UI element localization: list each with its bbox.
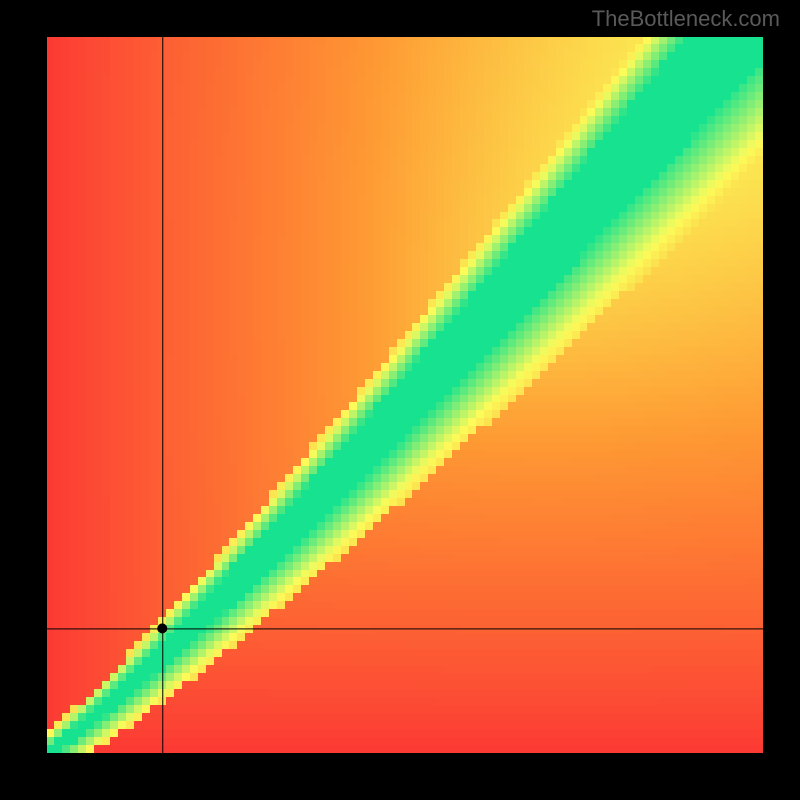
watermark-text: TheBottleneck.com bbox=[592, 6, 780, 32]
heatmap-plot-area bbox=[47, 37, 763, 753]
heatmap-canvas bbox=[47, 37, 763, 753]
